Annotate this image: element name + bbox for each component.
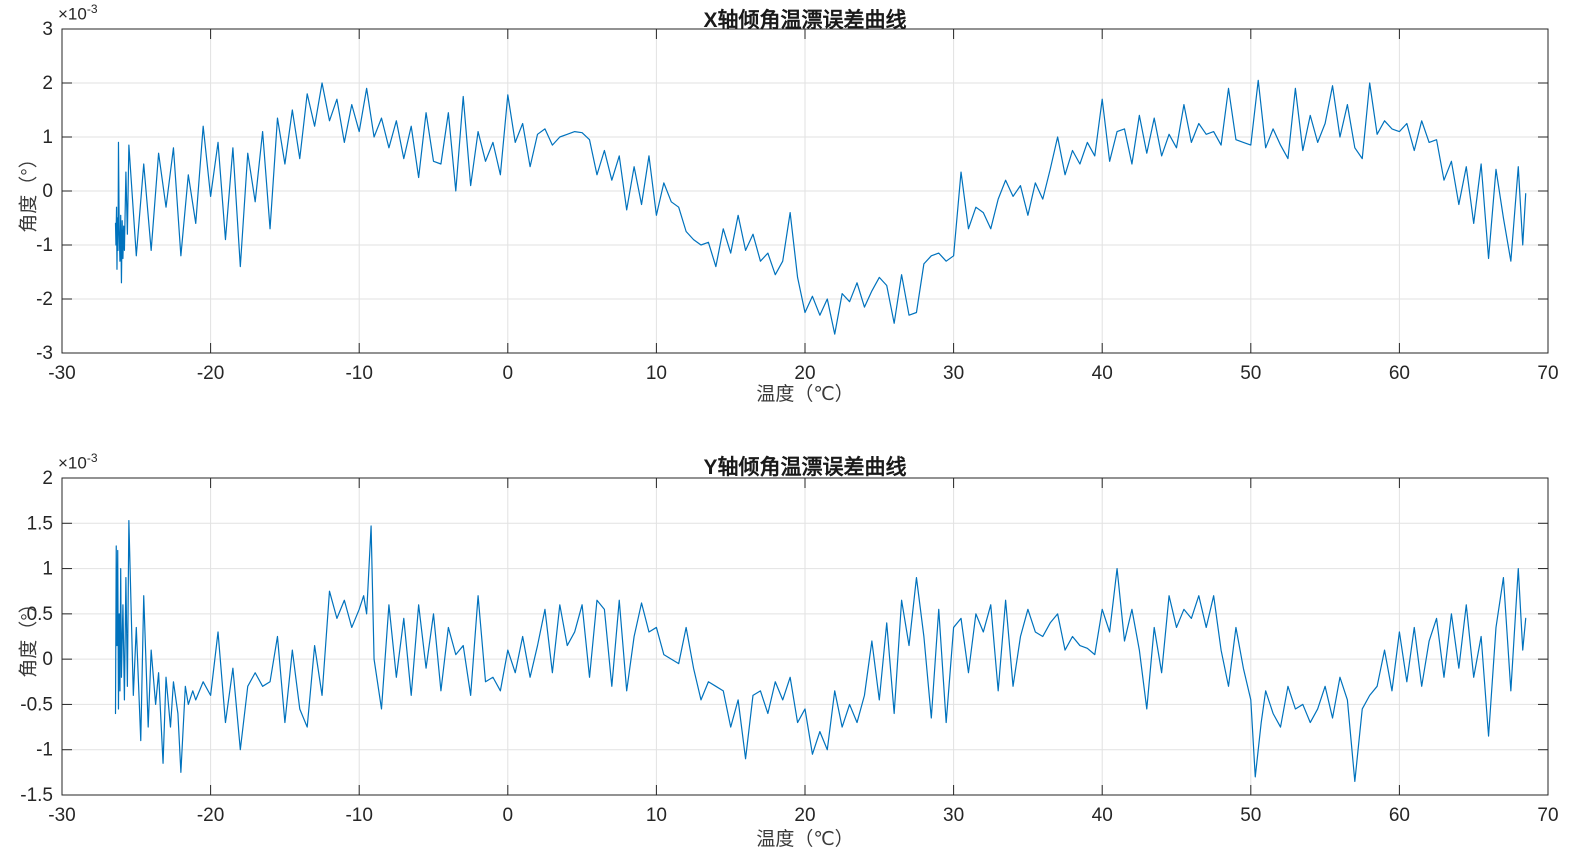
chart2-title: Y轴倾角温漂误差曲线 bbox=[703, 456, 907, 479]
x-tick-label: 10 bbox=[646, 363, 667, 384]
x-tick-label: 60 bbox=[1389, 363, 1410, 384]
x-tick-label: 50 bbox=[1240, 805, 1261, 826]
x-tick-label: 30 bbox=[943, 805, 964, 826]
x-tick-label: -20 bbox=[197, 805, 224, 826]
x-tick-label: 30 bbox=[943, 363, 964, 384]
data-line bbox=[114, 519, 1527, 783]
chart1-y-exponent-label: ×10-3 bbox=[58, 2, 98, 25]
data-line bbox=[114, 79, 1527, 335]
chart2-y-exponent-base: ×10 bbox=[58, 453, 87, 473]
y-tick-label: -1 bbox=[36, 740, 53, 761]
x-tick-label: -10 bbox=[345, 805, 372, 826]
x-tick-label: 70 bbox=[1537, 805, 1558, 826]
y-tick-label: 1 bbox=[42, 559, 53, 580]
y-tick-label: -1.5 bbox=[20, 785, 53, 806]
chart1-y-exponent-base: ×10 bbox=[58, 4, 87, 24]
x-tick-label: 60 bbox=[1389, 805, 1410, 826]
y-tick-label: 0 bbox=[42, 181, 53, 202]
chart1-title: X轴倾角温漂误差曲线 bbox=[703, 9, 907, 32]
chart1-y-axis-label: 角度（°） bbox=[18, 149, 40, 233]
x-tick-label: -30 bbox=[48, 805, 75, 826]
x-tick-label: 0 bbox=[503, 363, 514, 384]
y-tick-label: 0 bbox=[42, 649, 53, 670]
x-tick-label: -30 bbox=[48, 363, 75, 384]
chart2-y-exponent-label: ×10-3 bbox=[58, 451, 98, 474]
x-tick-label: 20 bbox=[794, 805, 815, 826]
y-tick-label: -3 bbox=[36, 343, 53, 364]
x-tick-label: 0 bbox=[503, 805, 514, 826]
x-tick-label: -20 bbox=[197, 363, 224, 384]
chart2-y-axis-label: 角度（°） bbox=[18, 594, 40, 678]
x-tick-label: 10 bbox=[646, 805, 667, 826]
x-tick-label: 40 bbox=[1092, 805, 1113, 826]
y-tick-label: -1 bbox=[36, 235, 53, 256]
y-tick-label: 1 bbox=[42, 127, 53, 148]
x-tick-label: -10 bbox=[345, 363, 372, 384]
y-tick-label: -2 bbox=[36, 289, 53, 310]
y-tick-label: 2 bbox=[42, 73, 53, 94]
x-tick-label: 40 bbox=[1092, 363, 1113, 384]
y-tick-label: 3 bbox=[42, 19, 53, 40]
x-tick-label: 70 bbox=[1537, 363, 1558, 384]
chart2-x-axis-label: 温度（℃） bbox=[756, 829, 854, 850]
chart2-y-exponent-power: -3 bbox=[86, 451, 98, 465]
chart1-x-axis-label: 温度（℃） bbox=[756, 384, 854, 405]
y-tick-label: 0.5 bbox=[27, 604, 53, 625]
y-tick-label: 1.5 bbox=[27, 513, 53, 534]
y-tick-label: -0.5 bbox=[20, 694, 53, 715]
x-tick-label: 20 bbox=[794, 363, 815, 384]
x-tick-label: 50 bbox=[1240, 363, 1261, 384]
chart1-y-exponent-power: -3 bbox=[86, 2, 98, 16]
y-tick-label: 2 bbox=[42, 468, 53, 489]
